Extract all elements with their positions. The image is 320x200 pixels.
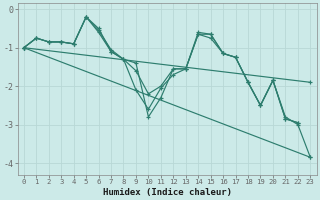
X-axis label: Humidex (Indice chaleur): Humidex (Indice chaleur) xyxy=(103,188,232,197)
